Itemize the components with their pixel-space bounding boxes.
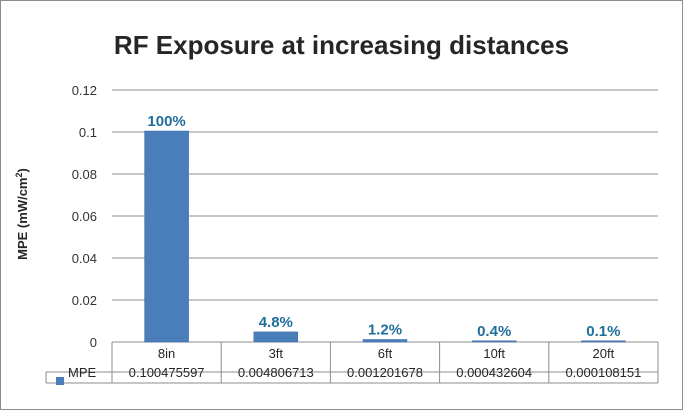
table-value-cell: 0.100475597	[129, 365, 205, 380]
bar	[471, 340, 517, 343]
bar	[144, 130, 189, 343]
table-value-cell: 0.000432604	[456, 365, 532, 380]
bar	[362, 339, 408, 343]
legend-swatch	[56, 377, 64, 385]
x-tick-label: 3ft	[269, 346, 284, 361]
y-tick-label: 0.06	[72, 209, 97, 224]
x-tick-label: 8in	[158, 346, 175, 361]
x-tick-label: 20ft	[593, 346, 615, 361]
bar	[581, 340, 626, 343]
y-tick-label: 0.08	[72, 167, 97, 182]
chart-title: RF Exposure at increasing distances	[113, 30, 570, 60]
y-tick-label: 0.02	[72, 293, 97, 308]
data-label: 0.4%	[477, 323, 511, 340]
data-label: 1.2%	[368, 321, 402, 338]
y-tick-label: 0.12	[72, 83, 97, 98]
table-value-cell: 0.000108151	[565, 365, 641, 380]
data-label: 0.1%	[586, 323, 620, 340]
y-tick-label: 0.1	[79, 125, 97, 140]
x-tick-label: 10ft	[483, 346, 505, 361]
table-value-cell: 0.004806713	[238, 365, 314, 380]
legend-label-mpe: MPE	[68, 365, 97, 380]
data-label: 100%	[147, 113, 185, 130]
y-tick-label: 0.04	[72, 251, 97, 266]
table-value-cell: 0.001201678	[347, 365, 423, 380]
data-label: 4.8%	[259, 314, 293, 331]
y-tick-label: 0	[90, 335, 97, 350]
bar	[253, 331, 299, 343]
x-tick-label: 6ft	[378, 346, 393, 361]
